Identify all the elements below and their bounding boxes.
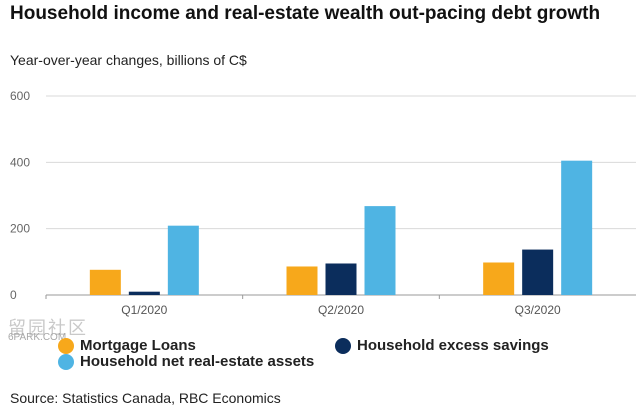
legend-label-household-excess-savings: Household excess savings [357,337,549,354]
legend-swatch-household-excess-savings [335,337,351,354]
watermark-glyphs: 留园社区 [8,318,88,338]
legend-item-household-excess-savings: Household excess savings [335,337,549,354]
x-tick-label: Q2/2020 [318,303,364,317]
legend-item-household-net-real-estate-assets: Household net real-estate assets [58,353,314,370]
legend-item-mortgage-loans: Mortgage Loans [58,337,196,354]
y-tick-label: 200 [10,222,30,236]
bar-chart: 0 200 400 600 Q1/2020 Q2/2020 Q3/2020 [10,89,636,317]
bar [364,206,396,295]
legend-label-mortgage-loans: Mortgage Loans [80,337,196,354]
y-tick-label: 400 [10,155,30,169]
chart-subtitle: Year-over-year changes, billions of C$ [10,52,247,68]
source-note: Source: Statistics Canada, RBC Economics [10,390,281,406]
watermark-text: 6PARK.COM [8,332,67,343]
y-tick-label: 0 [10,288,17,302]
x-tick-label: Q3/2020 [515,303,561,317]
bar [561,160,593,295]
bar [167,225,199,295]
legend-swatch-mortgage-loans [58,337,74,354]
x-tick-label: Q1/2020 [121,303,167,317]
chart-title: Household income and real-estate wealth … [10,3,601,24]
bar [483,262,515,295]
legend-label-household-net-real-estate-assets: Household net real-estate assets [80,353,315,370]
bar [128,291,160,295]
legend-swatch-household-net-real-estate-assets [58,353,74,370]
bar [286,266,318,295]
bar [522,249,554,295]
bar [325,263,357,295]
y-tick-label: 600 [10,89,30,103]
bar [89,269,121,295]
